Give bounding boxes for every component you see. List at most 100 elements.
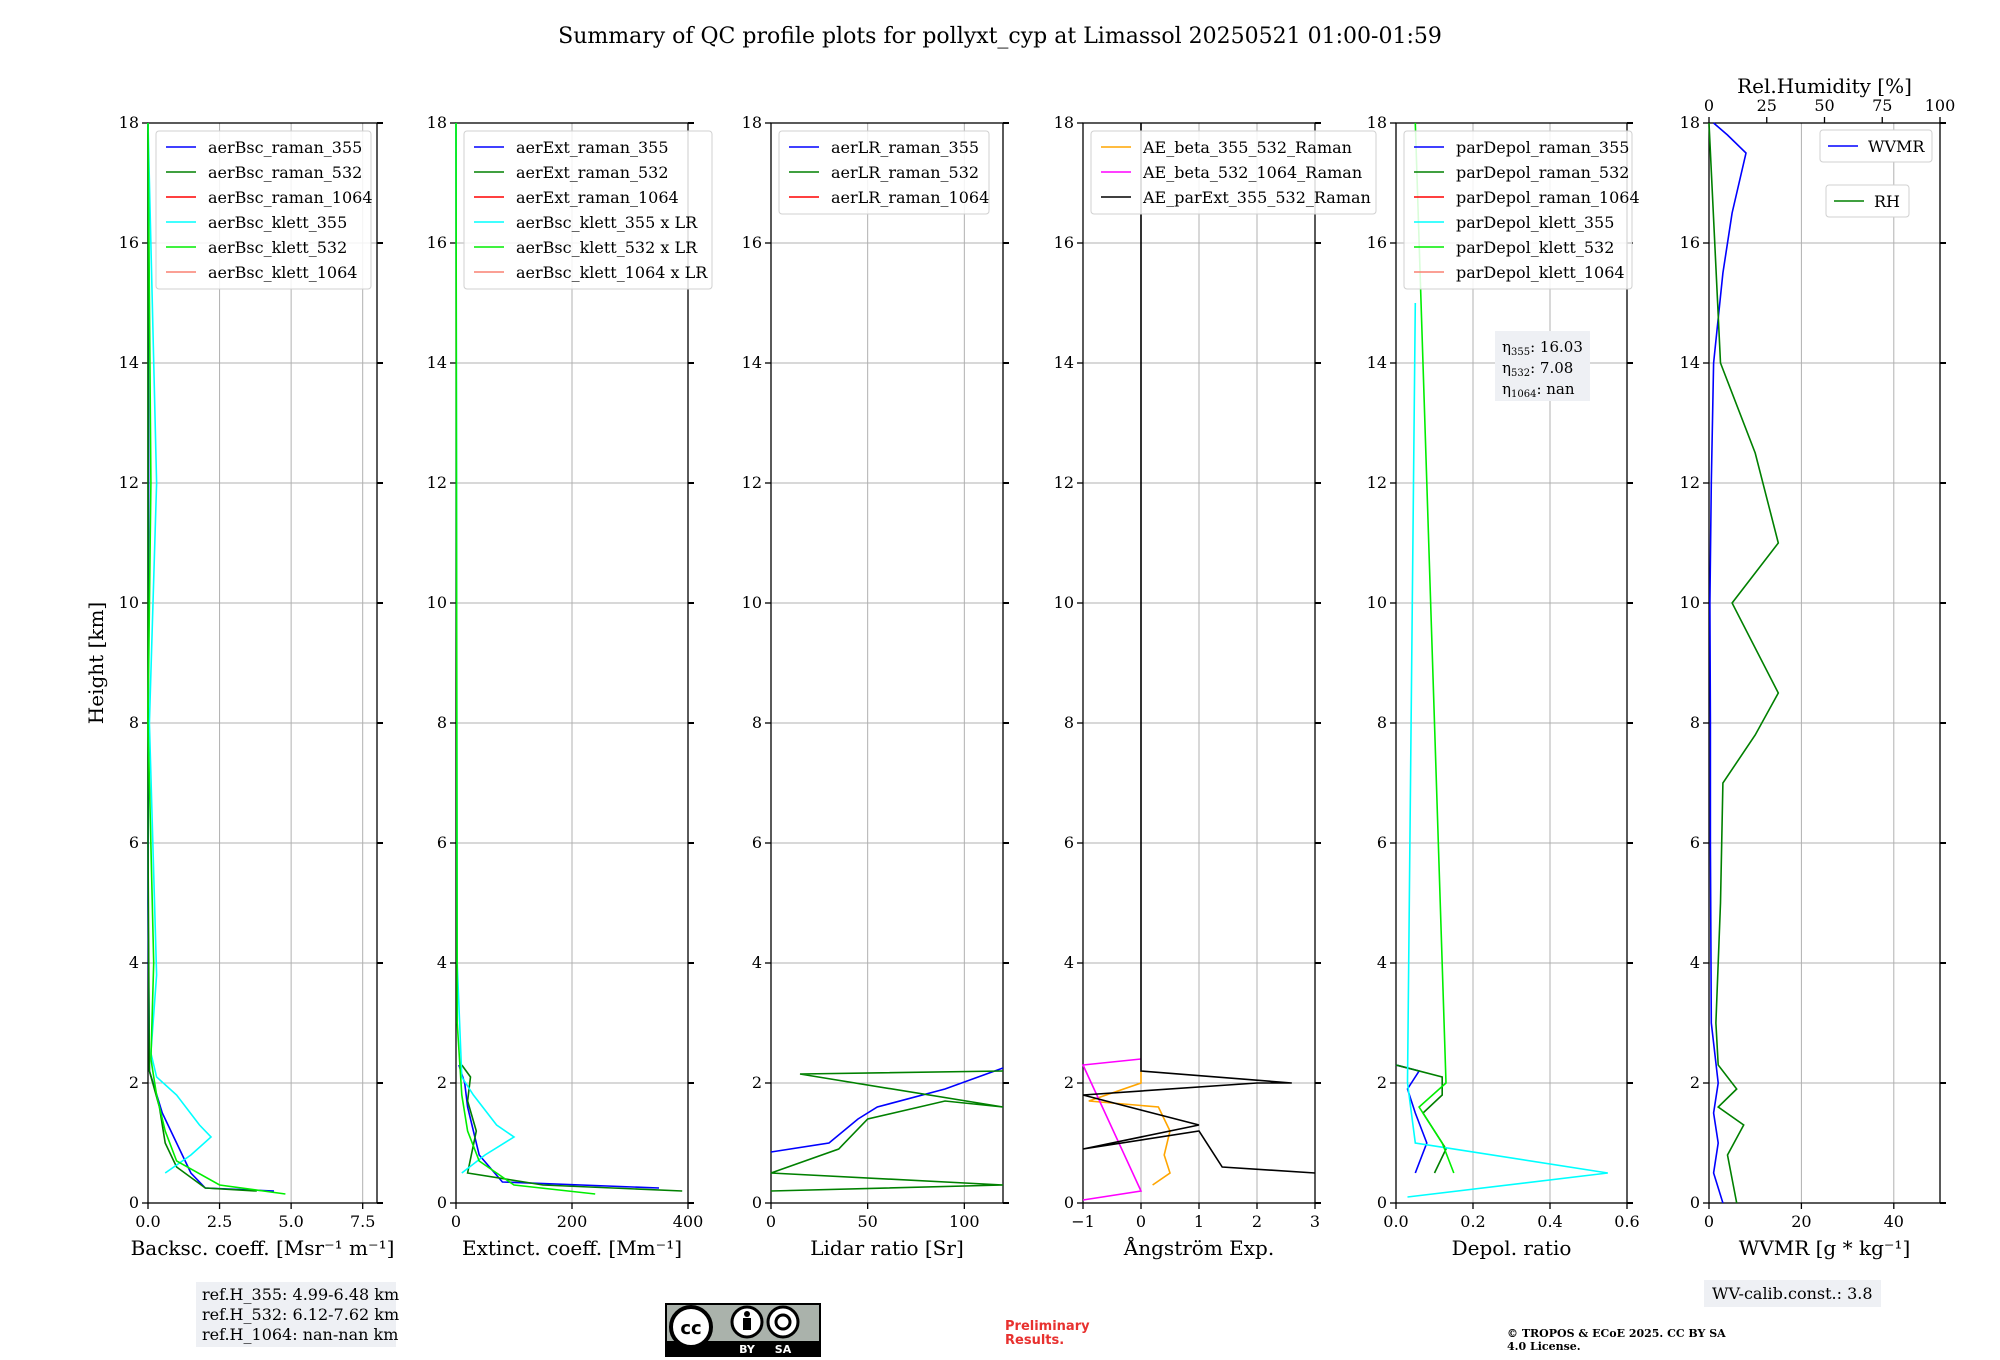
y-tick-label: 10 — [119, 593, 139, 612]
y-tick-label: 2 — [1690, 1073, 1700, 1092]
y-tick-label: 14 — [1680, 353, 1700, 372]
legend-label: aerBsc_klett_355 x LR — [516, 213, 698, 232]
ref-height-532: ref.H_532: 6.12-7.62 km — [202, 1305, 400, 1324]
y-tick-label: 4 — [1064, 953, 1074, 972]
x-tick-label: 40 — [1884, 1212, 1904, 1231]
legend-label: aerBsc_raman_532 — [208, 163, 362, 182]
ref-height-1064: ref.H_1064: nan-nan km — [202, 1325, 399, 1344]
x-tick-label: 20 — [1791, 1212, 1811, 1231]
x-axis-label: Depol. ratio — [1452, 1236, 1572, 1260]
y-tick-label: 10 — [1054, 593, 1074, 612]
x-tick-label: 0.0 — [1383, 1212, 1408, 1231]
x-tick-label: −1 — [1071, 1212, 1095, 1231]
y-tick-label: 16 — [742, 233, 762, 252]
x-tick-label: 400 — [673, 1212, 704, 1231]
y-tick-label: 6 — [1377, 833, 1387, 852]
series-line — [1709, 122, 1747, 1204]
cc-icon — [669, 1305, 713, 1349]
y-tick-label: 2 — [752, 1073, 762, 1092]
panel-p1: 0 2 4 6 8 10 12 14 16 18 0.0 2.5 5.0 7.5 Backsc. coeff… — [84, 113, 394, 1260]
y-tick-label: 16 — [427, 233, 447, 252]
y-tick-label: 10 — [427, 593, 447, 612]
eta-label: η532: 7.08 — [1502, 359, 1573, 379]
x-tick-label: 50 — [857, 1212, 877, 1231]
preliminary-note: Preliminary Results. — [1005, 1319, 1090, 1348]
legend-box — [463, 130, 713, 290]
legend-label: aerLR_raman_1064 — [831, 188, 989, 207]
x-tick-label: 100 — [949, 1212, 980, 1231]
x-top-tick-label: 50 — [1814, 96, 1834, 115]
legend-label: parDepol_raman_355 — [1456, 138, 1629, 157]
eta-label: η355: 16.03 — [1502, 338, 1583, 358]
x-axis-label: Lidar ratio [Sr] — [810, 1236, 964, 1260]
legend-label: aerLR_raman_355 — [831, 138, 979, 157]
cc-text: cc — [680, 1318, 701, 1339]
x-tick-label: 7.5 — [350, 1212, 375, 1231]
panel-p2: 0 2 4 6 8 10 12 14 16 18 0 200 400 Extinct. coeff. [M… — [427, 113, 713, 1260]
y-tick-label: 16 — [1367, 233, 1387, 252]
legend-box — [155, 130, 372, 290]
panel-p3: 0 2 4 6 8 10 12 14 16 18 0 50 100 Lidar ratio [Sr] aer… — [742, 113, 1009, 1260]
by-text: BY — [739, 1343, 756, 1356]
y-tick-label: 0 — [1064, 1193, 1074, 1212]
series-line — [461, 1064, 683, 1192]
y-tick-label: 18 — [119, 113, 139, 132]
x-tick-label: 0 — [766, 1212, 776, 1231]
eta-label: η1064: nan — [1502, 380, 1575, 400]
y-tick-label: 4 — [752, 953, 762, 972]
y-tick-label: 18 — [742, 113, 762, 132]
x-tick-label: 2 — [1252, 1212, 1262, 1231]
y-tick-label: 8 — [1690, 713, 1700, 732]
legend-label: aerExt_raman_1064 — [516, 188, 679, 207]
x-tick-label: 0 — [1136, 1212, 1146, 1231]
legend-box — [1825, 184, 1910, 218]
x-top-tick-label: 100 — [1925, 96, 1956, 115]
axes-frame — [1708, 122, 1941, 1204]
x-tick-label: 0.6 — [1614, 1212, 1639, 1231]
y-tick-label: 0 — [1377, 1193, 1387, 1212]
series-line — [455, 122, 516, 1174]
y-tick-label: 10 — [1367, 593, 1387, 612]
series-line — [1081, 1058, 1143, 1201]
y-tick-label: 18 — [1680, 113, 1700, 132]
y-tick-label: 8 — [1064, 713, 1074, 732]
x-axis-label: Backsc. coeff. [Msr⁻¹ m⁻¹] — [131, 1236, 395, 1260]
copyright-note: © TROPOS & ECoE 2025. CC BY SA 4.0 Licen… — [1507, 1327, 1726, 1353]
y-tick-label: 0 — [752, 1193, 762, 1212]
series-line — [1414, 122, 1455, 1174]
series-line — [770, 1070, 1004, 1192]
y-tick-label: 4 — [1690, 953, 1700, 972]
x-top-tick-label: 0 — [1704, 96, 1714, 115]
legend-label: AE_beta_532_1064_Raman — [1142, 163, 1362, 182]
y-tick-label: 12 — [427, 473, 447, 492]
legend-label: parDepol_klett_532 — [1456, 238, 1614, 257]
x-tick-label: 0 — [451, 1212, 461, 1231]
y-tick-label: 12 — [1680, 473, 1700, 492]
x-tick-label: 2.5 — [207, 1212, 232, 1231]
y-tick-label: 6 — [437, 833, 447, 852]
legend-box — [1090, 130, 1377, 215]
y-tick-label: 16 — [1680, 233, 1700, 252]
y-tick-label: 6 — [1690, 833, 1700, 852]
y-tick-label: 0 — [129, 1193, 139, 1212]
legend-box — [1403, 130, 1633, 290]
series-line — [1082, 123, 1316, 1174]
sa-icon — [766, 1305, 800, 1339]
x-tick-label: 0.0 — [135, 1212, 160, 1231]
x-tick-label: 0.2 — [1460, 1212, 1485, 1231]
y-tick-label: 8 — [129, 713, 139, 732]
y-tick-label: 6 — [129, 833, 139, 852]
y-axis-label: Height [km] — [84, 602, 108, 724]
ref-height-355: ref.H_355: 4.99-6.48 km — [202, 1285, 400, 1304]
legend-label: WVMR — [1868, 137, 1925, 156]
y-tick-label: 0 — [1690, 1193, 1700, 1212]
y-tick-label: 4 — [1377, 953, 1387, 972]
legend-box — [1819, 129, 1933, 163]
legend-label: parDepol_raman_532 — [1456, 163, 1629, 182]
series-line — [147, 123, 257, 1192]
series-line — [147, 122, 286, 1195]
